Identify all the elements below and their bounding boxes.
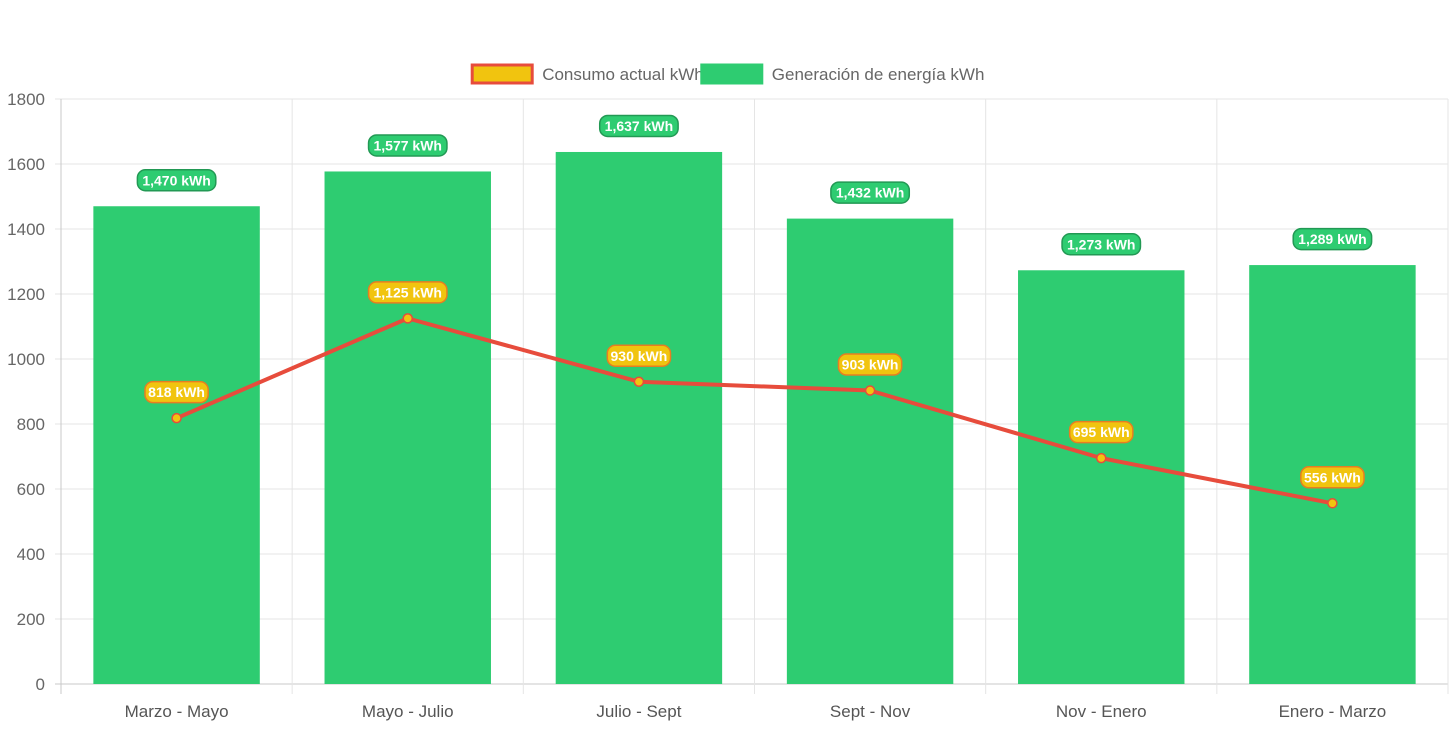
bar-data-label: 1,432 kWh <box>830 181 911 204</box>
legend-item[interactable]: Consumo actual kWh <box>470 63 704 85</box>
legend-swatch <box>700 63 764 85</box>
bar <box>324 171 491 685</box>
axis-layer: 0 200 400 600 800 1000 1200 1400 1600 1800 Marzo -… <box>7 90 1386 721</box>
y-tick-label: 400 <box>17 545 45 564</box>
bar-data-label: 1,289 kWh <box>1292 227 1373 251</box>
x-tick-label: Nov - Enero <box>1056 702 1147 721</box>
bar-data-label: 1,470 kWh <box>136 169 217 192</box>
grid-layer <box>55 98 1449 694</box>
bar <box>786 218 954 684</box>
x-tick-label: Enero - Marzo <box>1279 702 1387 721</box>
legend-label: Consumo actual kWh <box>542 65 704 84</box>
line-data-label-text: 695 kWh <box>1073 424 1130 440</box>
bar-data-label-background <box>1292 227 1373 251</box>
bar-data-label: 1,273 kWh <box>1061 233 1142 256</box>
bar-data-label-background <box>136 169 217 192</box>
bar <box>1018 270 1185 684</box>
y-tick-label: 0 <box>36 675 45 694</box>
bar-data-label-background <box>367 134 448 157</box>
line-data-label: 1,125 kWh <box>367 281 448 304</box>
y-tick-label: 1400 <box>7 220 45 239</box>
legend-swatch <box>470 63 534 85</box>
bar-data-label-background <box>598 114 679 138</box>
line-data-label-background <box>1300 466 1365 489</box>
line-data-label-background <box>606 344 672 367</box>
line-data-label-text: 556 kWh <box>1304 469 1361 485</box>
bar-data-label: 1,637 kWh <box>598 114 679 138</box>
legend[interactable]: Consumo actual kWh Generación de energía … <box>470 63 985 85</box>
line-data-label-background <box>837 353 903 376</box>
line-data-label-text: 1,125 kWh <box>374 284 442 300</box>
bar <box>555 151 723 685</box>
line-point <box>1096 452 1107 464</box>
y-tick-label: 200 <box>17 610 45 629</box>
y-tick-label: 800 <box>17 415 45 434</box>
line-series <box>175 316 1333 506</box>
line-point <box>1327 498 1338 509</box>
line-data-label-text: 818 kWh <box>148 384 205 400</box>
x-tick-label: Marzo - Mayo <box>125 702 229 721</box>
bar-data-label-text: 1,470 kWh <box>142 172 210 188</box>
bar-data-label-text: 1,273 kWh <box>1067 236 1135 252</box>
bar-data-label-background <box>830 181 911 204</box>
data-label-layer: 1,470 kWh 1,577 kWh 1,637 kWh 1,432 kWh 1,27… <box>136 114 1373 489</box>
legend-label: Generación de energía kWh <box>772 65 985 84</box>
x-tick-label: Mayo - Julio <box>362 702 454 721</box>
line-data-label: 695 kWh <box>1068 420 1134 444</box>
x-tick-label: Sept - Nov <box>830 702 911 721</box>
bar-data-label-background <box>1061 233 1142 256</box>
line-data-label: 818 kWh <box>144 380 209 404</box>
bar-data-label-text: 1,432 kWh <box>836 185 904 201</box>
x-tick-label: Julio - Sept <box>596 702 681 721</box>
y-tick-label: 1000 <box>7 350 45 369</box>
bar <box>93 206 260 684</box>
line-point <box>864 385 876 396</box>
line-layer <box>171 313 1338 509</box>
line-point <box>402 313 413 324</box>
bar-data-label-text: 1,577 kWh <box>374 137 442 153</box>
bar-data-label-text: 1,289 kWh <box>1298 231 1366 247</box>
line-data-label-background <box>367 281 448 304</box>
y-tick-label: 1600 <box>7 155 45 174</box>
y-tick-label: 600 <box>17 480 45 499</box>
line-data-label: 556 kWh <box>1300 466 1365 489</box>
y-tick-label: 1800 <box>7 90 45 109</box>
line-data-label: 903 kWh <box>837 353 903 376</box>
line-point <box>633 376 645 387</box>
bar-layer <box>93 151 1416 685</box>
bar-data-label: 1,577 kWh <box>367 134 448 157</box>
bar-data-label-text: 1,637 kWh <box>605 118 673 134</box>
legend-item[interactable]: Generación de energía kWh <box>700 63 985 85</box>
line-data-label: 930 kWh <box>606 344 672 367</box>
line-data-label-background <box>1068 420 1134 444</box>
line-data-label-background <box>144 380 209 404</box>
y-tick-label: 1200 <box>7 285 45 304</box>
line-data-label-text: 903 kWh <box>842 357 899 373</box>
line-data-label-text: 930 kWh <box>611 348 668 364</box>
line-point <box>171 412 182 424</box>
